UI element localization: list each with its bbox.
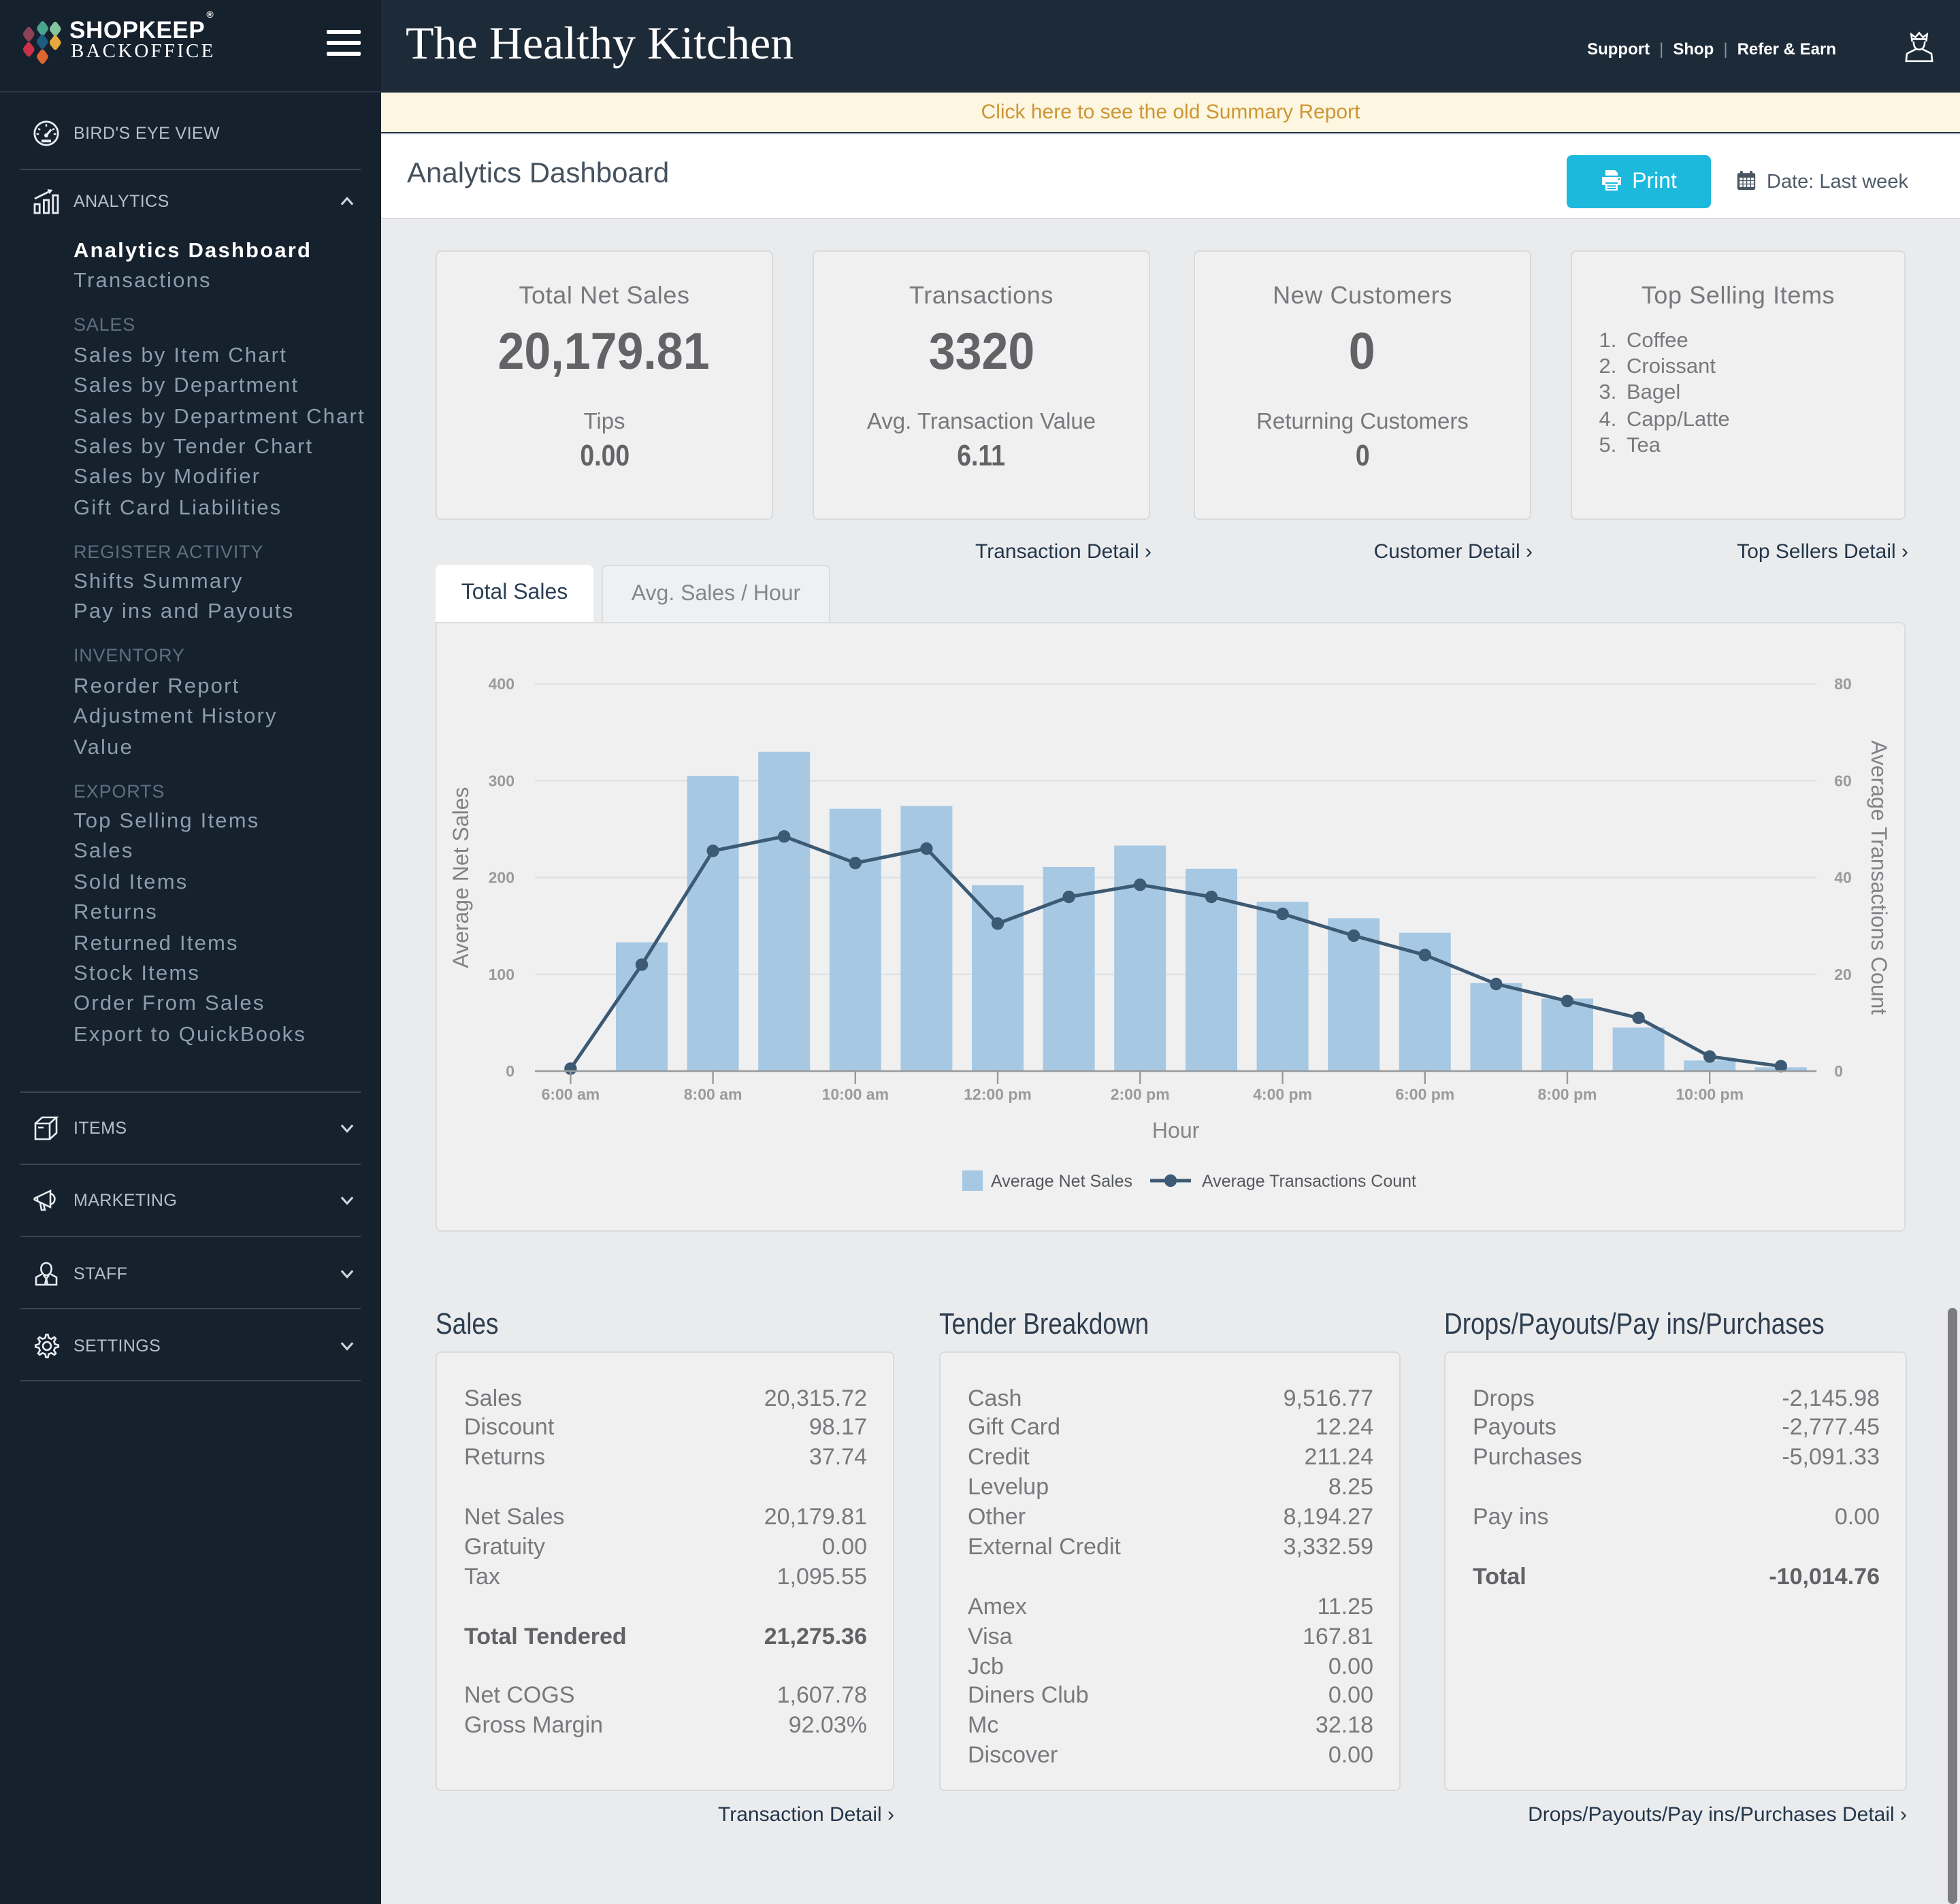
svg-text:4:00 pm: 4:00 pm: [1253, 1085, 1312, 1103]
svg-text:6:00 pm: 6:00 pm: [1395, 1085, 1454, 1103]
svg-text:400: 400: [489, 675, 514, 693]
svg-text:Average Net Sales: Average Net Sales: [448, 787, 473, 968]
svg-text:0: 0: [506, 1062, 514, 1080]
svg-text:10:00 pm: 10:00 pm: [1676, 1085, 1744, 1103]
svg-text:80: 80: [1834, 675, 1852, 693]
svg-text:6:00 am: 6:00 am: [542, 1085, 600, 1103]
svg-text:Average Transactions Count: Average Transactions Count: [1202, 1172, 1416, 1191]
svg-text:40: 40: [1834, 869, 1852, 887]
svg-text:300: 300: [489, 772, 514, 789]
svg-text:10:00 am: 10:00 am: [822, 1085, 889, 1103]
svg-text:2:00 pm: 2:00 pm: [1111, 1085, 1170, 1103]
svg-text:Hour: Hour: [1152, 1118, 1200, 1143]
svg-text:60: 60: [1834, 772, 1852, 789]
svg-text:Average Transactions Count: Average Transactions Count: [1867, 740, 1891, 1015]
svg-text:100: 100: [489, 966, 514, 983]
svg-text:Average Net Sales: Average Net Sales: [991, 1172, 1132, 1191]
svg-text:8:00 pm: 8:00 pm: [1538, 1085, 1597, 1103]
svg-text:200: 200: [489, 869, 514, 887]
svg-text:12:00 pm: 12:00 pm: [964, 1085, 1032, 1103]
svg-text:0: 0: [1834, 1062, 1843, 1080]
svg-text:20: 20: [1834, 966, 1852, 983]
svg-text:8:00 am: 8:00 am: [684, 1085, 742, 1103]
